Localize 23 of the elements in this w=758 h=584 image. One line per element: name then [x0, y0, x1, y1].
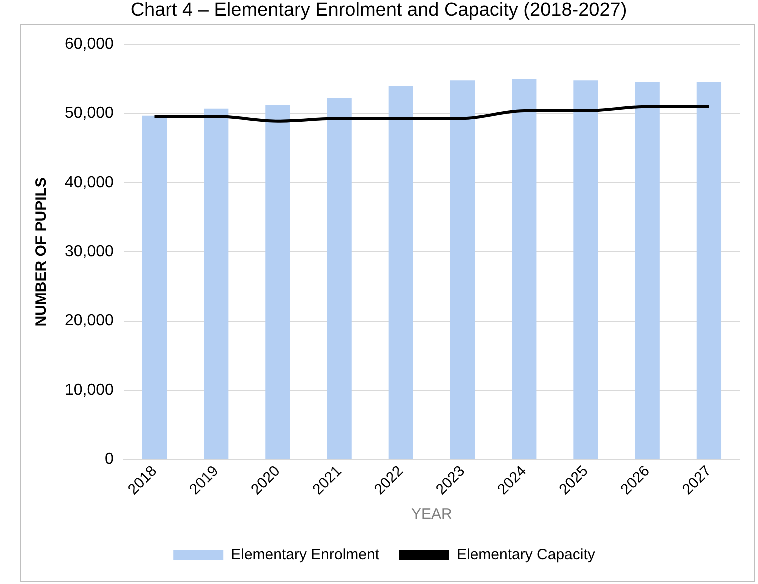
y-tick-label: 30,000 — [65, 244, 114, 261]
bar — [142, 116, 168, 460]
bar — [204, 108, 229, 460]
line-series — [153, 105, 711, 123]
y-tick-label: 60,000 — [65, 36, 114, 54]
bar — [450, 80, 476, 460]
bar — [266, 105, 290, 460]
legend-label: Elementary Capacity — [457, 546, 596, 564]
bar — [574, 80, 598, 460]
bar — [327, 98, 352, 460]
bar — [512, 79, 537, 460]
y-tick-label: 0 — [105, 451, 114, 468]
x-axis-title: YEAR — [412, 506, 453, 524]
y-tick-label: 20,000 — [65, 312, 114, 330]
legend-label: Elementary Enrolment — [231, 546, 380, 564]
bar — [635, 82, 660, 460]
y-tick-label: 10,000 — [65, 382, 114, 399]
y-tick-label: 40,000 — [65, 174, 114, 192]
y-tick-label: 50,000 — [65, 105, 114, 122]
bar — [696, 82, 722, 460]
bar — [388, 86, 414, 460]
y-axis-title: NUMBER OF PUPILS — [33, 178, 50, 327]
chart-title: Chart 4 – Elementary Enrolment and Capacity (2018-2027) — [130, 0, 628, 22]
